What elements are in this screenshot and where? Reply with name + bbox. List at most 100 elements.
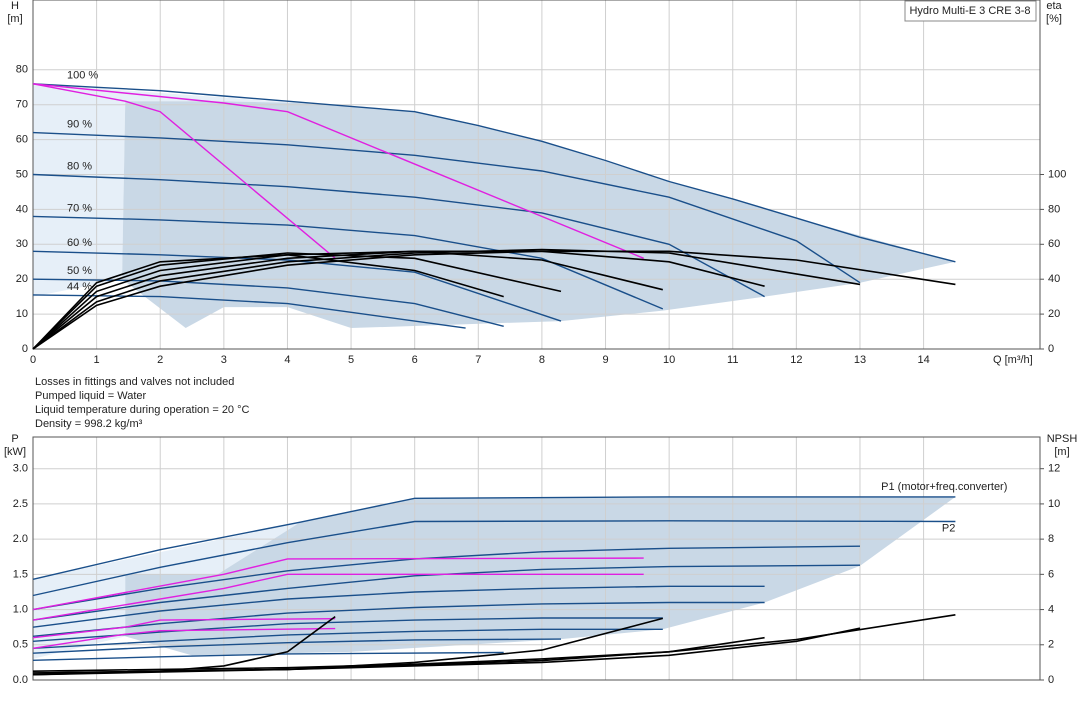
y-tick-label: 2.5: [13, 498, 28, 510]
x-tick-label: 7: [475, 354, 481, 366]
y2-tick-label: 80: [1048, 203, 1060, 215]
curve: [32, 585, 765, 628]
y-tick-label: 80: [16, 64, 28, 76]
curve: [32, 557, 644, 611]
plot-frame: [32, 436, 1041, 681]
y2-tick-label: 40: [1048, 273, 1060, 285]
text-layer: Hydro Multi-E 3 CRE 3-8 H [m] eta [%] Q …: [4, 0, 1077, 686]
x-tick-label: 1: [94, 354, 100, 366]
curve: [32, 173, 765, 298]
lines-layer: [32, 83, 956, 676]
y2-tick-label: 8: [1048, 533, 1054, 545]
y-tick-label: 3.0: [13, 463, 28, 475]
curve: [32, 638, 562, 654]
curve-label: P2: [942, 522, 955, 534]
curve: [32, 618, 336, 639]
note: Pumped liquid = Water: [35, 390, 147, 402]
curve: [32, 83, 336, 259]
y2-tick-label: 60: [1048, 238, 1060, 250]
x-tick-label: 0: [30, 354, 36, 366]
curve: [32, 83, 956, 263]
curve: [32, 294, 466, 329]
note: Losses in fittings and valves not includ…: [35, 376, 234, 388]
curve-label: 90 %: [67, 119, 92, 131]
secondary-curve: [32, 253, 504, 350]
curve: [32, 496, 956, 580]
y-tick-label: 2.0: [13, 533, 28, 545]
curve: [32, 628, 663, 649]
y-tick-label: 50: [16, 168, 28, 180]
x-axis-label: Q [m³/h]: [993, 354, 1033, 366]
curve: [32, 131, 861, 284]
x-tick-label: 10: [663, 354, 675, 366]
y2-tick-label: 12: [1048, 463, 1060, 475]
chart-title: Hydro Multi-E 3 CRE 3-8: [909, 5, 1030, 17]
y-tick-label: 1.0: [13, 603, 28, 615]
y-axis-unit: [m]: [7, 13, 22, 25]
x-tick-label: 3: [221, 354, 227, 366]
y2-tick-label: 0: [1048, 343, 1054, 355]
secondary-curve: [32, 248, 861, 350]
title-box: [904, 0, 1037, 22]
y-tick-label: 30: [16, 238, 28, 250]
x-tick-label: 4: [284, 354, 290, 366]
y2-tick-label: 20: [1048, 308, 1060, 320]
secondary-curve: [32, 250, 956, 350]
curve: [32, 215, 664, 310]
curve: [32, 651, 504, 661]
curve-label: P1 (motor+freq.converter): [881, 481, 1007, 493]
y2-tick-label: 0: [1048, 674, 1054, 686]
operating-region: [33, 522, 301, 659]
curve: [32, 617, 663, 642]
y-tick-label: 1.5: [13, 568, 28, 580]
secondary-curve: [32, 617, 664, 676]
y-tick-label: 0.0: [13, 674, 28, 686]
curve: [32, 564, 861, 621]
x-tick-label: 14: [917, 354, 929, 366]
y-tick-label: 0: [22, 343, 28, 355]
curve: [32, 627, 336, 649]
y2-tick-label: 10: [1048, 498, 1060, 510]
note: Density = 998.2 kg/m³: [35, 418, 143, 430]
y2-axis-unit: [%]: [1046, 13, 1062, 25]
x-tick-label: 11: [727, 354, 738, 366]
y2-tick-label: 100: [1048, 168, 1066, 180]
y2-axis-label: NPSH: [1047, 433, 1078, 445]
y-axis-unit: [kW]: [4, 446, 26, 458]
x-tick-label: 6: [412, 354, 418, 366]
curve-label: 60 %: [67, 237, 92, 249]
curve: [32, 278, 504, 327]
grid-layer: [32, 0, 1044, 681]
regions-layer: [33, 83, 956, 659]
curve: [32, 573, 644, 621]
secondary-curve: [32, 250, 765, 350]
curve-label: 100 %: [67, 70, 98, 82]
x-tick-label: 13: [854, 354, 866, 366]
curve-label: 44 %: [67, 281, 92, 293]
y2-tick-label: 4: [1048, 603, 1054, 615]
secondary-curve: [32, 615, 336, 676]
y-tick-label: 40: [16, 203, 28, 215]
y2-axis-unit: [m]: [1054, 446, 1069, 458]
y2-tick-label: 6: [1048, 568, 1054, 580]
y2-tick-label: 2: [1048, 639, 1054, 651]
y-axis-label: H: [11, 0, 19, 12]
operating-region: [125, 496, 956, 656]
x-tick-label: 9: [602, 354, 608, 366]
y2-axis-label: eta: [1046, 0, 1062, 12]
curve: [32, 250, 562, 322]
x-tick-label: 8: [539, 354, 545, 366]
curve-label: 50 %: [67, 265, 92, 277]
y-tick-label: 0.5: [13, 639, 28, 651]
x-tick-label: 12: [790, 354, 802, 366]
x-tick-label: 5: [348, 354, 354, 366]
note: Liquid temperature during operation = 20…: [35, 404, 250, 416]
curve-label: 70 %: [67, 202, 92, 214]
y-tick-label: 60: [16, 134, 28, 146]
operating-region: [33, 83, 301, 297]
curve-label: 80 %: [67, 160, 92, 172]
curve: [32, 520, 956, 597]
y-axis-label: P: [11, 433, 18, 445]
